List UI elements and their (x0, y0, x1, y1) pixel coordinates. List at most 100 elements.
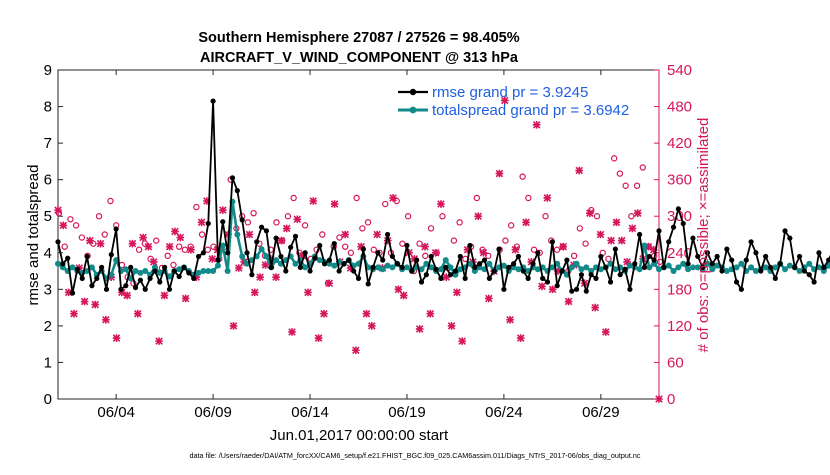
rmse-point (709, 261, 715, 267)
obs-possible-marker (382, 200, 389, 208)
totalspread-point (733, 264, 740, 271)
obs-assimilated-marker (112, 334, 121, 342)
obs-possible-marker (164, 252, 171, 260)
obs-assimilated-marker (607, 236, 615, 245)
obs-assimilated-marker (575, 166, 584, 175)
rmse-point (753, 250, 759, 256)
totalspread-point (772, 264, 779, 271)
rmse-point (792, 264, 798, 270)
rmse-point (428, 253, 434, 260)
obs-possible-marker (141, 240, 149, 247)
obs-assimilated-marker (330, 200, 339, 208)
totalspread-point (709, 266, 716, 273)
obs-assimilated-marker (314, 334, 323, 342)
rmse-point (632, 261, 638, 267)
obs-assimilated-marker (277, 236, 286, 245)
obs-assimilated-marker (102, 315, 110, 324)
rmse-point (331, 241, 337, 247)
obs-possible-marker (153, 237, 160, 244)
obs-possible-marker (193, 203, 200, 211)
obs-possible-marker (135, 246, 143, 253)
rmse-point (782, 228, 788, 234)
totalspread-point (292, 260, 299, 267)
y-right-tick-label: 360 (667, 172, 692, 189)
rmse-point (695, 253, 701, 260)
obs-possible-marker (101, 231, 108, 238)
obs-assimilated-marker (176, 233, 185, 242)
obs-assimilated-marker (282, 224, 291, 233)
obs-assimilated-marker (320, 309, 328, 318)
rmse-point (578, 272, 585, 278)
obs-possible-marker (456, 219, 463, 226)
obs-assimilated-marker (506, 315, 514, 324)
obs-possible-marker (181, 246, 189, 253)
totalspread-point (670, 268, 677, 275)
y-left-tick-label: 2 (44, 318, 52, 335)
totalspread-point (588, 268, 595, 275)
y-left-tick-label: 8 (44, 99, 52, 116)
x-tick-label: 06/19 (388, 404, 426, 421)
obs-assimilated-marker (649, 245, 658, 254)
rmse-point (171, 268, 177, 274)
obs-assimilated-marker (91, 300, 100, 309)
obs-assimilated-marker (559, 242, 568, 251)
rmse-point (268, 264, 274, 270)
plot-frame (57, 69, 660, 400)
obs-assimilated-marker (453, 288, 461, 297)
obs-assimilated-marker (437, 200, 445, 208)
totalspread-point (723, 268, 730, 275)
obs-possible-marker (404, 213, 412, 220)
rmse-point (229, 175, 236, 181)
rmse-point (627, 286, 633, 292)
obs-possible-marker (78, 234, 86, 241)
totalspread-point (626, 262, 633, 269)
obs-assimilated-marker (394, 285, 403, 294)
obs-assimilated-marker (543, 194, 552, 202)
totalspread-point (515, 266, 522, 273)
rmse-point (433, 266, 439, 272)
obs-possible-marker (513, 243, 521, 250)
rmse-point (147, 275, 153, 281)
obs-assimilated-marker (516, 334, 525, 342)
rmse-point (380, 257, 386, 263)
rmse-point (549, 239, 555, 245)
y-left-tick-label: 1 (44, 354, 52, 371)
obs-possible-marker (290, 194, 297, 202)
rmse-point (816, 250, 822, 256)
rmse-point (225, 250, 231, 256)
rmse-point (593, 275, 599, 281)
totalspread-point (374, 264, 381, 271)
obs-possible-marker (278, 237, 286, 244)
rmse-point (191, 275, 197, 281)
y-right-tick-label: 180 (667, 281, 692, 298)
obs-assimilated-marker (219, 206, 227, 214)
rmse-point (370, 264, 376, 270)
totalspread-point (714, 262, 721, 269)
totalspread-point (748, 264, 755, 271)
obs-possible-marker (553, 246, 561, 253)
totalspread-point (137, 269, 144, 276)
rmse-point (554, 283, 560, 289)
obs-possible-marker (525, 194, 532, 202)
totalspread-point (224, 268, 231, 275)
totalspread-point (151, 264, 158, 271)
rmse-point (234, 188, 240, 194)
rmse-point (414, 257, 420, 263)
obs-possible-marker (559, 243, 566, 250)
obs-assimilated-marker (431, 248, 440, 257)
obs-possible-marker (593, 213, 601, 220)
rmse-point (690, 235, 696, 241)
rmse-point (195, 253, 202, 260)
rmse-point (515, 253, 522, 260)
obs-possible-marker (210, 243, 217, 250)
rmse-point (675, 206, 681, 212)
obs-possible-marker (370, 246, 377, 253)
rmse-point (700, 264, 706, 270)
obs-assimilated-marker (458, 337, 467, 345)
rmse-point (796, 253, 803, 260)
rmse-point (118, 286, 124, 292)
obs-possible-marker (628, 213, 635, 220)
rmse-point (491, 268, 497, 274)
rmse-point (166, 286, 173, 292)
